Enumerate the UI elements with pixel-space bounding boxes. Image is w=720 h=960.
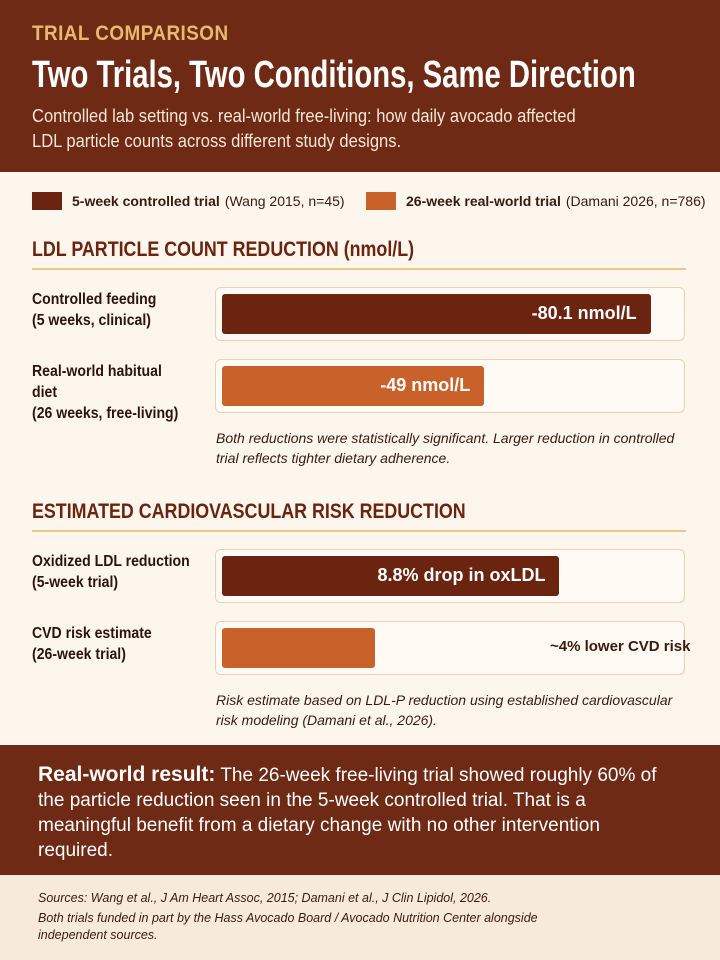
bar (222, 366, 485, 406)
chart-note: Both reductions were statistically signi… (216, 430, 675, 466)
subtitle: Controlled lab setting vs. real-world fr… (32, 106, 576, 151)
callout-body: The 26-week free-living trial showed rou… (38, 765, 657, 861)
value-label: -49 nmol/L (380, 375, 471, 395)
section-title: LDL PARTICLE COUNT REDUCTION (nmol/L) (32, 238, 415, 261)
source: Sources: Wang et al., J Am Heart Assoc, … (38, 891, 492, 905)
legend-detail: (Wang 2015, n=45) (224, 193, 345, 209)
value-label: 8.8% drop in oxLDL (377, 565, 546, 585)
section-title: ESTIMATED CARDIOVASCULAR RISK REDUCTION (32, 500, 466, 523)
bar (222, 294, 651, 334)
legend-detail: (Damani 2026, n=786) (565, 193, 706, 209)
bar (222, 556, 560, 596)
section-rule (32, 530, 686, 532)
legend-item: 26-week real-world trial (Damani 2026, n… (366, 192, 706, 210)
legend-swatch (366, 192, 396, 210)
bar (222, 628, 376, 668)
header (0, 0, 720, 172)
value-label: ~4% lower CVD risk (550, 638, 691, 655)
category-label: Real-world habitual diet (26 weeks, free… (32, 363, 179, 422)
footer (0, 875, 720, 960)
callout-text: Real-world result: The 26-week free-livi… (38, 762, 678, 863)
legend-label: 5-week controlled trial (72, 193, 220, 209)
value-label: -80.1 nmol/L (531, 303, 637, 323)
legend-item: 5-week controlled trial (Wang 2015, n=45… (32, 192, 345, 210)
section-rule (32, 268, 686, 270)
callout (0, 745, 720, 875)
category-label: Controlled feeding (5 weeks, clinical) (32, 291, 157, 329)
category-label: Oxidized LDL reduction (5-week trial) (32, 553, 190, 591)
chart-note: Risk estimate based on LDL-P reduction u… (216, 692, 673, 728)
legend-label: 26-week real-world trial (406, 193, 561, 209)
legend-swatch (32, 192, 62, 210)
kicker: TRIAL COMPARISON (32, 22, 229, 45)
source-note: Both trials funded in part by the Hass A… (38, 911, 538, 942)
callout-lead: Real-world result: (38, 763, 216, 786)
title: Two Trials, Two Conditions, Same Directi… (32, 54, 636, 96)
category-label: CVD risk estimate (26-week trial) (32, 625, 152, 663)
